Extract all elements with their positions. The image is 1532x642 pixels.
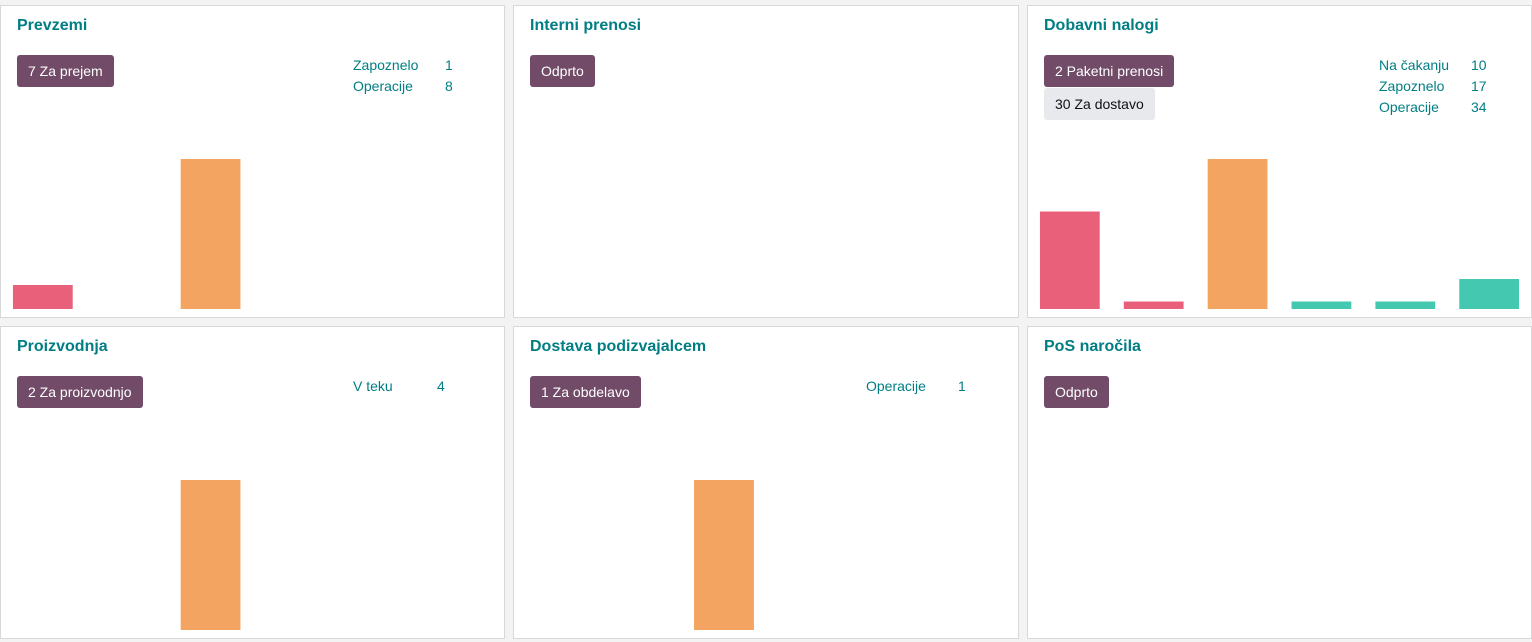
- stat-value: 1: [445, 57, 453, 73]
- stat-operations[interactable]: Operacije 1: [866, 376, 966, 397]
- stat-label: Zapoznelo: [1379, 78, 1445, 94]
- manufacturing-bar-chart: [180, 480, 241, 630]
- delivery-chart: [1028, 157, 1531, 317]
- card-title[interactable]: Dostava podizvajalcem: [530, 338, 707, 355]
- card-internal-transfers: Interni prenosi Odprto: [513, 5, 1019, 318]
- batch-transfers-button[interactable]: 2 Paketni prenosi: [1044, 55, 1175, 87]
- stat-value: 34: [1471, 99, 1487, 115]
- subcontracting-bar-chart: [694, 480, 754, 630]
- stat-value: 1: [958, 378, 966, 394]
- card-subcontracting: Dostava podizvajalcem 1 Za obdelavo Oper…: [513, 326, 1019, 639]
- stat-label: Na čakanju: [1379, 57, 1450, 73]
- card-title[interactable]: Proizvodnja: [17, 338, 108, 355]
- card-receipts: Prevzemi 7 Za prejem Zapoznelo 1 Operacij…: [0, 5, 505, 318]
- chart-bar-0[interactable]: [180, 480, 241, 630]
- stat-waiting[interactable]: Na čakanju 10: [1379, 55, 1487, 76]
- stat-value: 17: [1471, 78, 1487, 94]
- open-button[interactable]: Odprto: [1044, 376, 1109, 408]
- stat-operations[interactable]: Operacije 34: [1379, 97, 1487, 118]
- chart-bar-0[interactable]: [1039, 211, 1100, 310]
- receipts-chart: [1, 157, 504, 317]
- receipts-bar-chart: [12, 159, 241, 309]
- card-delivery-orders: Dobavni nalogi 2 Paketni prenosi 30 Za d…: [1027, 5, 1532, 318]
- stats-list: Zapoznelo 1 Operacije 8: [353, 55, 453, 97]
- stat-label: Operacije: [866, 378, 926, 394]
- chart-bar-4[interactable]: [1375, 301, 1436, 310]
- card-title[interactable]: Prevzemi: [17, 17, 88, 34]
- chart-bar-0[interactable]: [694, 480, 754, 630]
- to-process-button[interactable]: 1 Za obdelavo: [530, 376, 641, 408]
- subcontracting-chart: [514, 478, 1018, 638]
- open-button[interactable]: Odprto: [530, 55, 595, 87]
- chart-bar-1[interactable]: [1123, 301, 1184, 310]
- stats-list: V teku 4: [353, 376, 445, 397]
- chart-bar-1[interactable]: [180, 159, 241, 309]
- chart-bar-2[interactable]: [1207, 159, 1268, 309]
- to-receive-button[interactable]: 7 Za prejem: [17, 55, 114, 87]
- card-title[interactable]: PoS naročila: [1044, 338, 1141, 355]
- stat-value: 4: [437, 378, 445, 394]
- stat-label: Operacije: [1379, 99, 1439, 115]
- delivery-bar-chart: [1039, 159, 1520, 310]
- card-title[interactable]: Interni prenosi: [530, 17, 642, 34]
- chart-bar-3[interactable]: [1291, 301, 1352, 310]
- card-title[interactable]: Dobavni nalogi: [1044, 17, 1159, 34]
- stat-value: 10: [1471, 57, 1487, 73]
- to-deliver-button[interactable]: 30 Za dostavo: [1044, 88, 1155, 120]
- stat-label: Zapoznelo: [353, 57, 419, 73]
- stat-late[interactable]: Zapoznelo 1: [353, 55, 453, 76]
- stat-label: Operacije: [353, 78, 413, 94]
- stat-operations[interactable]: Operacije 8: [353, 76, 453, 97]
- stats-list: Na čakanju 10 Zapoznelo 17 Operacije 34: [1379, 55, 1487, 118]
- card-manufacturing: Proizvodnja 2 Za proizvodnjo V teku 4: [0, 326, 505, 639]
- stats-list: Operacije 1: [866, 376, 966, 397]
- stat-in-progress[interactable]: V teku 4: [353, 376, 445, 397]
- card-pos-orders: PoS naročila Odprto: [1027, 326, 1532, 639]
- stat-value: 8: [445, 78, 453, 94]
- chart-bar-0[interactable]: [12, 285, 73, 309]
- to-produce-button[interactable]: 2 Za proizvodnjo: [17, 376, 143, 408]
- stat-label: V teku: [353, 378, 393, 394]
- chart-bar-5[interactable]: [1459, 279, 1520, 309]
- manufacturing-chart: [1, 478, 504, 638]
- stat-late[interactable]: Zapoznelo 17: [1379, 76, 1487, 97]
